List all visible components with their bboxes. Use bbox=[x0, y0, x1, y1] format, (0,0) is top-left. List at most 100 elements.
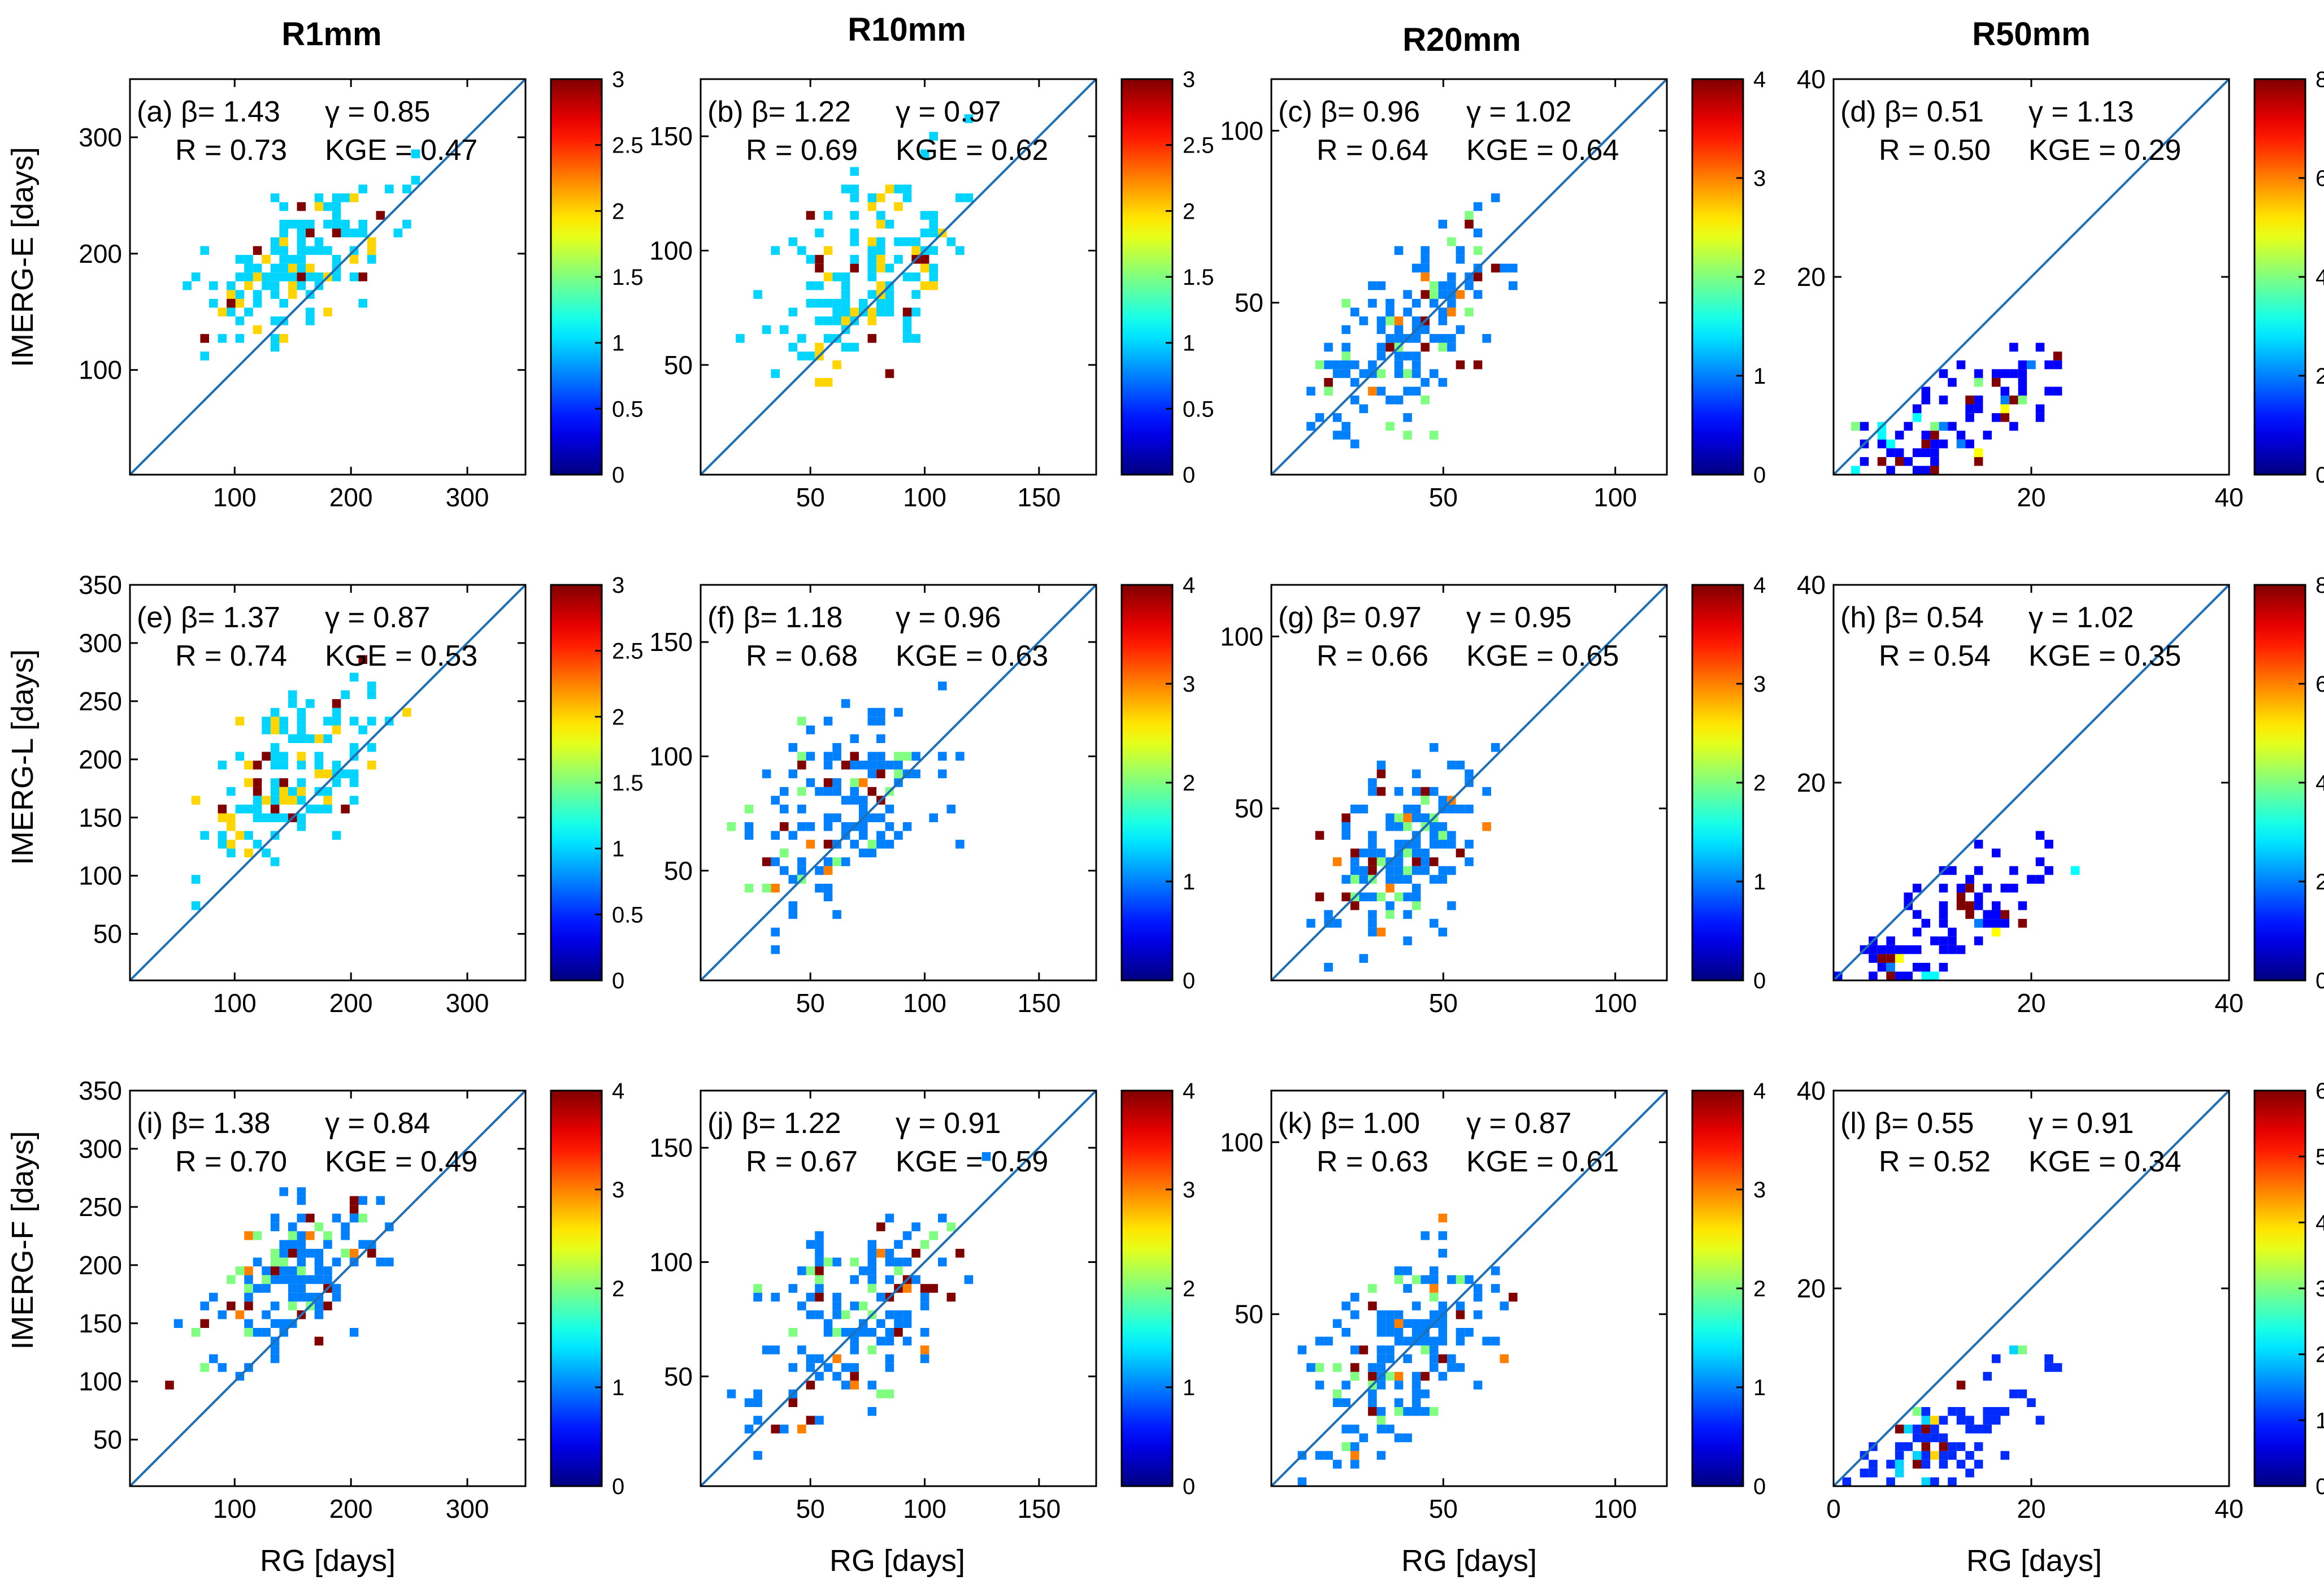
heatmap-cell bbox=[279, 228, 288, 237]
heatmap-cell bbox=[1939, 962, 1948, 972]
stat-label-4: KGE = 0.59 bbox=[896, 1145, 1048, 1178]
heatmap-cell bbox=[788, 342, 798, 352]
heatmap-cell bbox=[244, 263, 253, 273]
heatmap-cell bbox=[1376, 787, 1386, 796]
heatmap-cell bbox=[867, 202, 877, 211]
heatmap-cell bbox=[323, 1266, 332, 1275]
heatmap-cell bbox=[244, 281, 253, 290]
colorbar-tick-label: 0 bbox=[1183, 969, 1195, 993]
heatmap-cells bbox=[727, 1152, 991, 1460]
heatmap-cell bbox=[806, 822, 815, 831]
heatmap-cell bbox=[1438, 796, 1448, 805]
heatmap-cell bbox=[270, 1249, 280, 1258]
heatmap-cell bbox=[762, 857, 771, 866]
heatmap-cell bbox=[823, 298, 833, 308]
heatmap-cell bbox=[314, 734, 324, 743]
heatmap-cell bbox=[1376, 1380, 1386, 1390]
heatmap-cell bbox=[1359, 1345, 1369, 1354]
y-tick-label: 350 bbox=[79, 570, 122, 600]
heatmap-cells bbox=[165, 1187, 394, 1390]
heatmap-cell bbox=[1394, 822, 1404, 831]
heatmap-cell bbox=[823, 761, 833, 770]
heatmap-cell bbox=[1411, 813, 1421, 822]
y-tick-label: 50 bbox=[93, 1425, 122, 1455]
colorbar bbox=[2253, 584, 2306, 982]
heatmap-cell bbox=[859, 298, 868, 308]
x-tick-label: 200 bbox=[329, 1494, 373, 1523]
heatmap-cell bbox=[1430, 743, 1439, 752]
heatmap-cell bbox=[1421, 1275, 1430, 1284]
axes-box bbox=[1270, 584, 1668, 982]
heatmap-cell bbox=[850, 778, 859, 787]
heatmap-cell bbox=[1341, 875, 1350, 884]
colorbar-tick-label: 4 bbox=[1753, 573, 1766, 598]
heatmap-cell bbox=[815, 377, 824, 387]
heatmap-cell bbox=[876, 255, 885, 264]
heatmap-cell bbox=[270, 1319, 280, 1328]
heatmap-cell bbox=[1877, 457, 1887, 466]
heatmap-cell bbox=[964, 114, 974, 123]
heatmap-cell bbox=[894, 1257, 903, 1267]
heatmap-cell bbox=[227, 1301, 236, 1310]
heatmap-cell bbox=[1376, 927, 1386, 937]
heatmap-cell bbox=[279, 246, 288, 255]
heatmap-cell bbox=[876, 1389, 885, 1399]
x-tick-label: 200 bbox=[329, 988, 373, 1018]
colorbar-tick-label: 4 bbox=[2316, 771, 2324, 796]
heatmap-cell bbox=[876, 1336, 885, 1346]
heatmap-cell bbox=[850, 1301, 859, 1310]
heatmap-cell bbox=[2000, 396, 2010, 405]
heatmap-cell bbox=[1350, 1451, 1359, 1460]
heatmap-cell bbox=[1430, 431, 1439, 440]
heatmap-cell bbox=[885, 184, 894, 194]
heatmap-cell bbox=[753, 1284, 762, 1293]
heatmap-cell bbox=[806, 1354, 815, 1364]
heatmap-cell bbox=[1385, 1425, 1395, 1434]
one-to-one-line bbox=[1270, 584, 1668, 982]
heatmap-cell bbox=[367, 255, 376, 264]
heatmap-cell bbox=[1430, 857, 1439, 866]
heatmap-cell bbox=[297, 255, 306, 264]
heatmap-cell bbox=[1411, 1319, 1421, 1328]
heatmap-cell bbox=[823, 272, 833, 281]
heatmap-cell bbox=[815, 281, 824, 290]
heatmap-cell bbox=[2009, 369, 2018, 378]
colorbar-tick-label: 2 bbox=[1183, 771, 1195, 796]
heatmap-cell bbox=[1983, 919, 1992, 928]
heatmap-cell bbox=[1913, 1407, 1922, 1416]
heatmap-cell bbox=[876, 263, 885, 273]
heatmap-cell bbox=[314, 1301, 324, 1310]
heatmap-cell bbox=[850, 787, 859, 796]
heatmap-cell bbox=[1913, 1460, 1922, 1469]
heatmap-cell bbox=[902, 1319, 912, 1328]
heatmap-cell bbox=[867, 1407, 877, 1416]
heatmap-cell bbox=[1438, 1371, 1448, 1381]
heatmap-cell bbox=[332, 1257, 341, 1267]
colorbar bbox=[2253, 78, 2306, 476]
one-to-one-line bbox=[700, 1089, 1097, 1487]
heatmap-cell bbox=[323, 219, 332, 229]
y-tick-label: 200 bbox=[79, 745, 122, 774]
heatmap-cell bbox=[876, 1319, 885, 1328]
heatmap-cell bbox=[297, 822, 306, 831]
heatmap-cell bbox=[1385, 1354, 1395, 1364]
heatmap-cell bbox=[1860, 422, 1869, 431]
heatmap-cell bbox=[1473, 360, 1483, 370]
colorbar-tick-label: 6 bbox=[2316, 166, 2324, 191]
heatmap-cell bbox=[1509, 263, 1518, 273]
heatmap-cell bbox=[1421, 1389, 1430, 1399]
x-tick-label: 50 bbox=[1429, 1494, 1458, 1523]
heatmap-cell bbox=[1359, 866, 1369, 875]
heatmap-cell bbox=[832, 1292, 841, 1302]
heatmap-cell bbox=[902, 1310, 912, 1319]
heatmap-cell bbox=[227, 840, 236, 849]
y-tick-label: 100 bbox=[79, 355, 122, 385]
heatmap-cell bbox=[1438, 1319, 1448, 1328]
heatmap-cell bbox=[1403, 936, 1412, 945]
heatmap-cell bbox=[823, 822, 833, 831]
heatmap-cell bbox=[1430, 1292, 1439, 1302]
heatmap-cell bbox=[1456, 804, 1465, 814]
heatmap-cell bbox=[867, 761, 877, 770]
